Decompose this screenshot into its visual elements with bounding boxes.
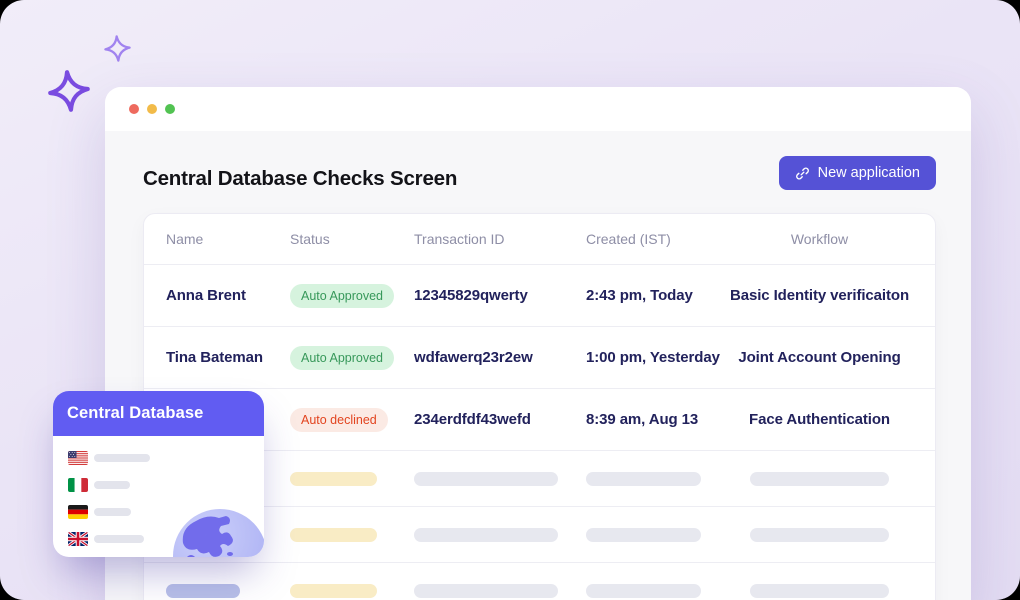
cell-workflow: Joint Account Opening [738,349,901,366]
skeleton-created-pill [586,471,701,486]
cell-transaction-id: 234erdfdf43wefd [414,411,531,428]
skeleton-country-bar [94,454,150,462]
skeleton-created-pill [586,583,701,598]
close-window-icon[interactable] [129,104,139,114]
italy-flag-icon [68,478,88,492]
column-header-transaction-id: Transaction ID [414,231,505,247]
skeleton-row [144,563,935,600]
skeleton-status-pill [290,527,377,542]
skeleton-country-bar [94,481,130,489]
central-database-card: Central Database [53,391,264,557]
cell-name: Anna Brent [166,287,246,304]
skeleton-transaction-pill [414,527,558,542]
skeleton-created-pill [586,527,701,542]
skeleton-workflow-pill [750,527,889,542]
sparkle-icon [48,70,90,112]
globe-icon [173,509,264,557]
link-icon [795,167,809,179]
table-row[interactable]: Auto declined 234erdfdf43wefd 8:39 am, A… [144,389,935,451]
skeleton-row [144,507,935,563]
country-row [68,478,264,492]
status-badge: Auto declined [290,407,388,432]
germany-flag-icon [68,505,88,519]
skeleton-row [144,451,935,507]
skeleton-country-bar [94,508,131,516]
country-row [68,505,264,519]
page-title: Central Database Checks Screen [143,167,458,190]
cell-name: Tina Bateman [166,349,263,366]
skeleton-status-pill [290,583,377,598]
central-database-card-title: Central Database [53,391,264,436]
cell-workflow: Basic Identity verificaiton [729,287,910,304]
skeleton-name-pill [166,583,240,598]
cell-created: 2:43 pm, Today [586,287,693,304]
column-header-created: Created (IST) [586,231,671,247]
sparkle-icon [104,35,131,62]
table-row[interactable]: Anna Brent Auto Approved 12345829qwerty … [144,265,935,327]
status-badge: Auto Approved [290,345,395,370]
table-header-row: Name Status Transaction ID Created (IST)… [144,214,935,265]
skeleton-status-pill [290,471,377,486]
cell-transaction-id: 12345829qwerty [414,287,528,304]
country-row [68,451,264,465]
new-application-label: New application [817,165,920,181]
new-application-button[interactable]: New application [778,156,936,190]
status-badge: Auto Approved [290,283,395,308]
country-row [68,532,264,546]
skeleton-workflow-pill [750,583,889,598]
us-flag-icon [68,451,88,465]
minimize-window-icon[interactable] [147,104,157,114]
skeleton-transaction-pill [414,583,558,598]
skeleton-country-bar [94,535,144,543]
applications-table: Name Status Transaction ID Created (IST)… [143,213,936,600]
window-titlebar [105,87,971,131]
cell-created: 8:39 am, Aug 13 [586,411,699,428]
skeleton-workflow-pill [750,471,889,486]
cell-created: 1:00 pm, Yesterday [586,349,720,366]
cell-transaction-id: wdfawerq23r2ew [414,349,533,366]
uk-flag-icon [68,532,88,546]
column-header-status: Status [290,231,330,247]
central-database-card-body [53,436,264,557]
column-header-name: Name [166,231,204,247]
maximize-window-icon[interactable] [165,104,175,114]
cell-workflow: Face Authentication [749,411,890,428]
column-header-workflow: Workflow [790,231,849,247]
skeleton-transaction-pill [414,471,558,486]
table-row[interactable]: Tina Bateman Auto Approved wdfawerq23r2e… [144,327,935,389]
